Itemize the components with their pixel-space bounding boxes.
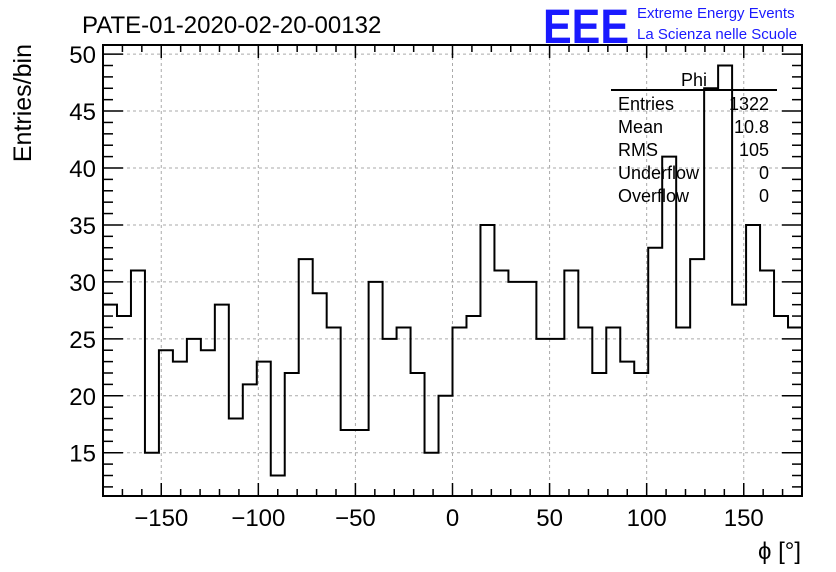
logo-line-1: Extreme Energy Events (637, 5, 795, 22)
x-axis-label: ϕ [°] (758, 538, 801, 565)
stats-box-rows: Entries 1322 Mean 10.8 RMS 105 Underflow 0 Overf… (618, 94, 769, 206)
x-tick-labels: −150 −100 −50 0 50 100 150 (134, 505, 764, 532)
x-tick-label: 100 (627, 505, 667, 532)
eee-logo-mark: EEE (543, 1, 629, 54)
stats-row-value: 10.8 (734, 117, 769, 137)
stats-box: Phi Entries 1322 Mean 10.8 RMS 105 Underflow 0 O… (611, 70, 777, 206)
x-tick-label: 50 (536, 505, 563, 532)
stats-row-label: RMS (618, 140, 658, 160)
x-tick-label: −100 (231, 505, 285, 532)
x-tick-label: 150 (724, 505, 764, 532)
eee-logo: EEE Extreme Energy Events La Scienza nel… (543, 1, 797, 54)
x-tick-label: −50 (335, 505, 376, 532)
stats-row-label: Mean (618, 117, 663, 137)
stats-row-value: 0 (759, 163, 769, 183)
logo-line-2: La Scienza nelle Scuole (637, 26, 797, 43)
stats-row-label: Entries (618, 94, 674, 114)
y-axis-label: Entries/bin (9, 44, 37, 162)
histogram-line (103, 64, 802, 477)
y-tick-label: 45 (69, 99, 96, 126)
stats-row-value: 105 (739, 140, 769, 160)
grid (103, 45, 802, 496)
y-tick-label: 20 (69, 384, 96, 411)
stats-row-label: Underflow (618, 163, 700, 183)
axis-ticks (103, 45, 802, 496)
x-tick-label: −150 (134, 505, 188, 532)
y-tick-label: 15 (69, 441, 96, 468)
chart-title: PATE-01-2020-02-20-00132 (82, 12, 381, 39)
y-tick-label: 50 (69, 42, 96, 69)
y-tick-label: 40 (69, 156, 96, 183)
stats-box-title: Phi (681, 70, 707, 90)
y-tick-labels: 15 20 25 30 35 40 45 50 (69, 42, 96, 468)
y-tick-label: 30 (69, 270, 96, 297)
y-tick-label: 25 (69, 327, 96, 354)
stats-row-value: 0 (759, 186, 769, 206)
stats-row-label: Overflow (618, 186, 690, 206)
y-tick-label: 35 (69, 213, 96, 240)
x-tick-label: 0 (446, 505, 459, 532)
stats-row-value: 1322 (729, 94, 769, 114)
